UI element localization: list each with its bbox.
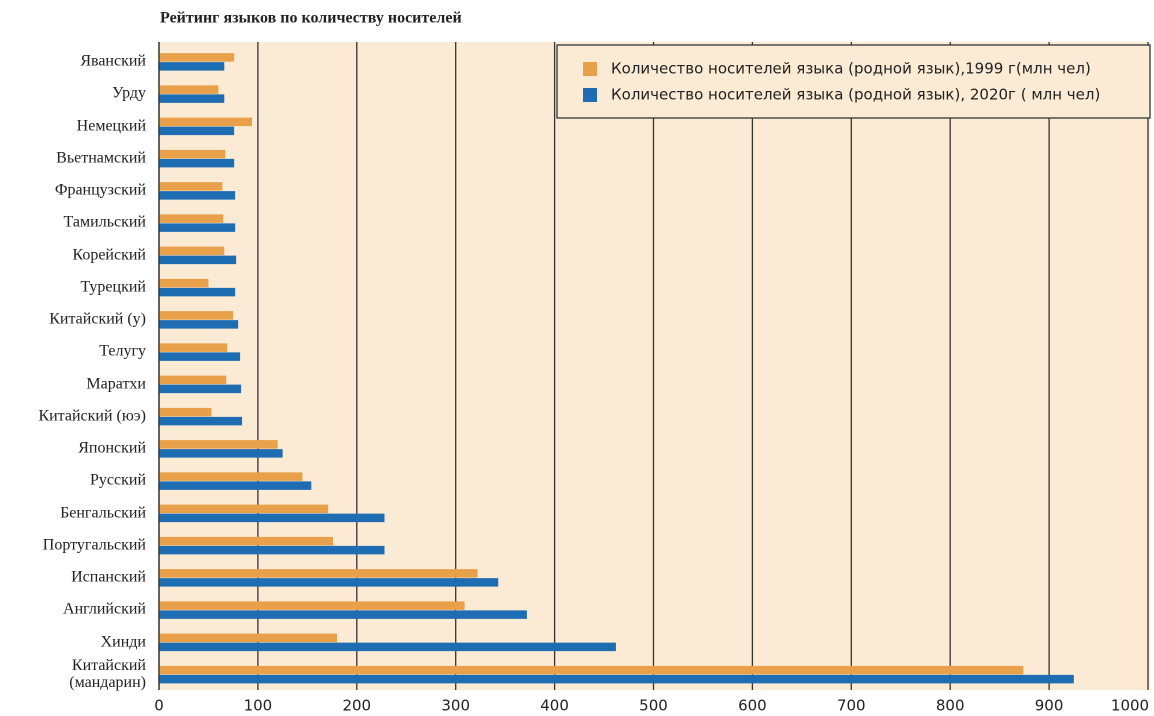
y-tick-label: Французский [54,181,146,199]
legend-box [556,44,1151,119]
bar [159,472,303,481]
y-tick-label: Китайский (юэ) [38,407,146,425]
bar [159,278,209,288]
bar [159,287,236,297]
x-tick-label: 600 [738,697,767,715]
bar [159,85,219,94]
bar [159,126,235,136]
y-tick-label: Корейский [72,246,146,264]
bar [159,375,227,385]
y-tick-label: Японский [78,439,146,457]
bar [159,384,242,394]
bar [159,407,212,417]
x-tick-label: 400 [540,697,569,715]
bar [159,642,616,652]
x-tick-label: 100 [244,697,273,715]
bar [159,610,527,619]
y-tick-label: Маратхи [86,375,146,393]
bar [159,53,235,62]
bar [159,674,1074,684]
legend-label: Количество носителей языка (родной язык)… [611,60,1091,78]
x-tick-label: 800 [936,697,965,715]
bar [159,149,226,159]
legend-label: Количество носителей языка (родной язык)… [611,86,1100,104]
x-tick-label: 900 [1035,697,1064,715]
bar [159,481,312,490]
bar [159,440,278,449]
legend-swatch [583,62,597,76]
y-tick-label: Русский [90,471,146,489]
legend-swatch [583,88,597,102]
y-tick-label: Урду [112,84,146,102]
bar [159,352,241,361]
bar [159,601,465,610]
bar [159,665,1024,675]
y-tick-label: Турецкий [80,278,146,296]
y-tick-label: Тамильский [63,213,146,231]
y-tick-label: Испанский [71,568,146,586]
bar [159,255,237,265]
bar [159,320,239,329]
bar [159,214,224,223]
bar [159,545,385,555]
x-tick-label: 500 [639,697,668,715]
bar [159,311,234,320]
bar [159,182,223,191]
y-tick-label: Китайский (у) [49,310,146,328]
bar [159,94,225,103]
y-tick-label: Хинди [100,633,146,651]
bar [159,536,334,546]
y-tick-label: Яванский [80,52,146,70]
bar [159,117,252,127]
bar [159,449,283,458]
x-tick-label: 0 [154,697,164,715]
bar [159,191,236,200]
x-tick-label: 300 [441,697,470,715]
bar [159,246,225,256]
y-tick-label: Португальский [42,536,146,554]
bar [159,504,329,514]
y-tick-label: Китайский (мандарин) [69,656,146,691]
bar [159,633,338,643]
bar [159,62,225,71]
bar [159,569,478,578]
bar [159,513,385,523]
y-tick-label: Немецкий [76,117,146,135]
bar [159,223,236,232]
bar [159,416,243,426]
bar [159,578,499,587]
y-tick-label: Бенгальский [60,504,146,522]
y-tick-label: Английский [63,600,146,618]
chart-title: Рейтинг языков по количеству носителей [160,10,462,27]
y-tick-label: Вьетнамский [56,149,146,167]
y-tick-label: Телугу [99,342,146,360]
bar [159,343,228,352]
x-tick-label: 200 [342,697,371,715]
x-tick-label: 1000 [1111,697,1149,715]
bar [159,158,235,168]
x-tick-label: 700 [837,697,866,715]
plot-background [159,42,1150,690]
